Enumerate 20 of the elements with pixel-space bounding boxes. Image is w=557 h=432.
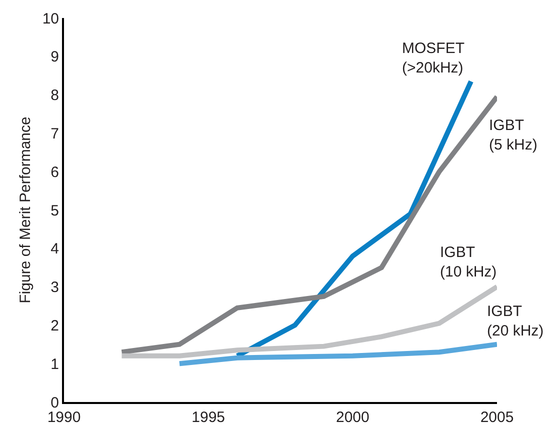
y-tick-label: 3	[50, 279, 59, 296]
series-label: IGBT (10 kHz)	[440, 244, 497, 280]
x-tick-label: 1990	[47, 409, 81, 426]
y-tick-label: 1	[50, 356, 59, 373]
y-tick-label: 9	[50, 48, 59, 66]
series-label: IGBT (20 kHz)	[487, 303, 544, 340]
y-tick-label: 6	[50, 164, 59, 181]
y-axis-title: Figure of Merit Performance	[17, 116, 34, 304]
y-tick-label: 5	[50, 202, 59, 220]
y-tick-label: 2	[50, 317, 59, 334]
y-tick-label: 4	[50, 240, 59, 258]
series-label: IGBT (5 kHz)	[489, 117, 538, 154]
y-tick-label: 10	[42, 10, 59, 28]
x-tick-label: 1995	[192, 409, 226, 426]
x-tick-label: 2000	[336, 409, 370, 426]
y-tick-label: 7	[50, 125, 59, 142]
x-tick-label: 2005	[480, 409, 514, 426]
y-tick-label: 8	[50, 87, 59, 104]
series-label: MOSFET (>20kHz)	[402, 40, 464, 76]
y-tick-label: 0	[50, 394, 59, 412]
